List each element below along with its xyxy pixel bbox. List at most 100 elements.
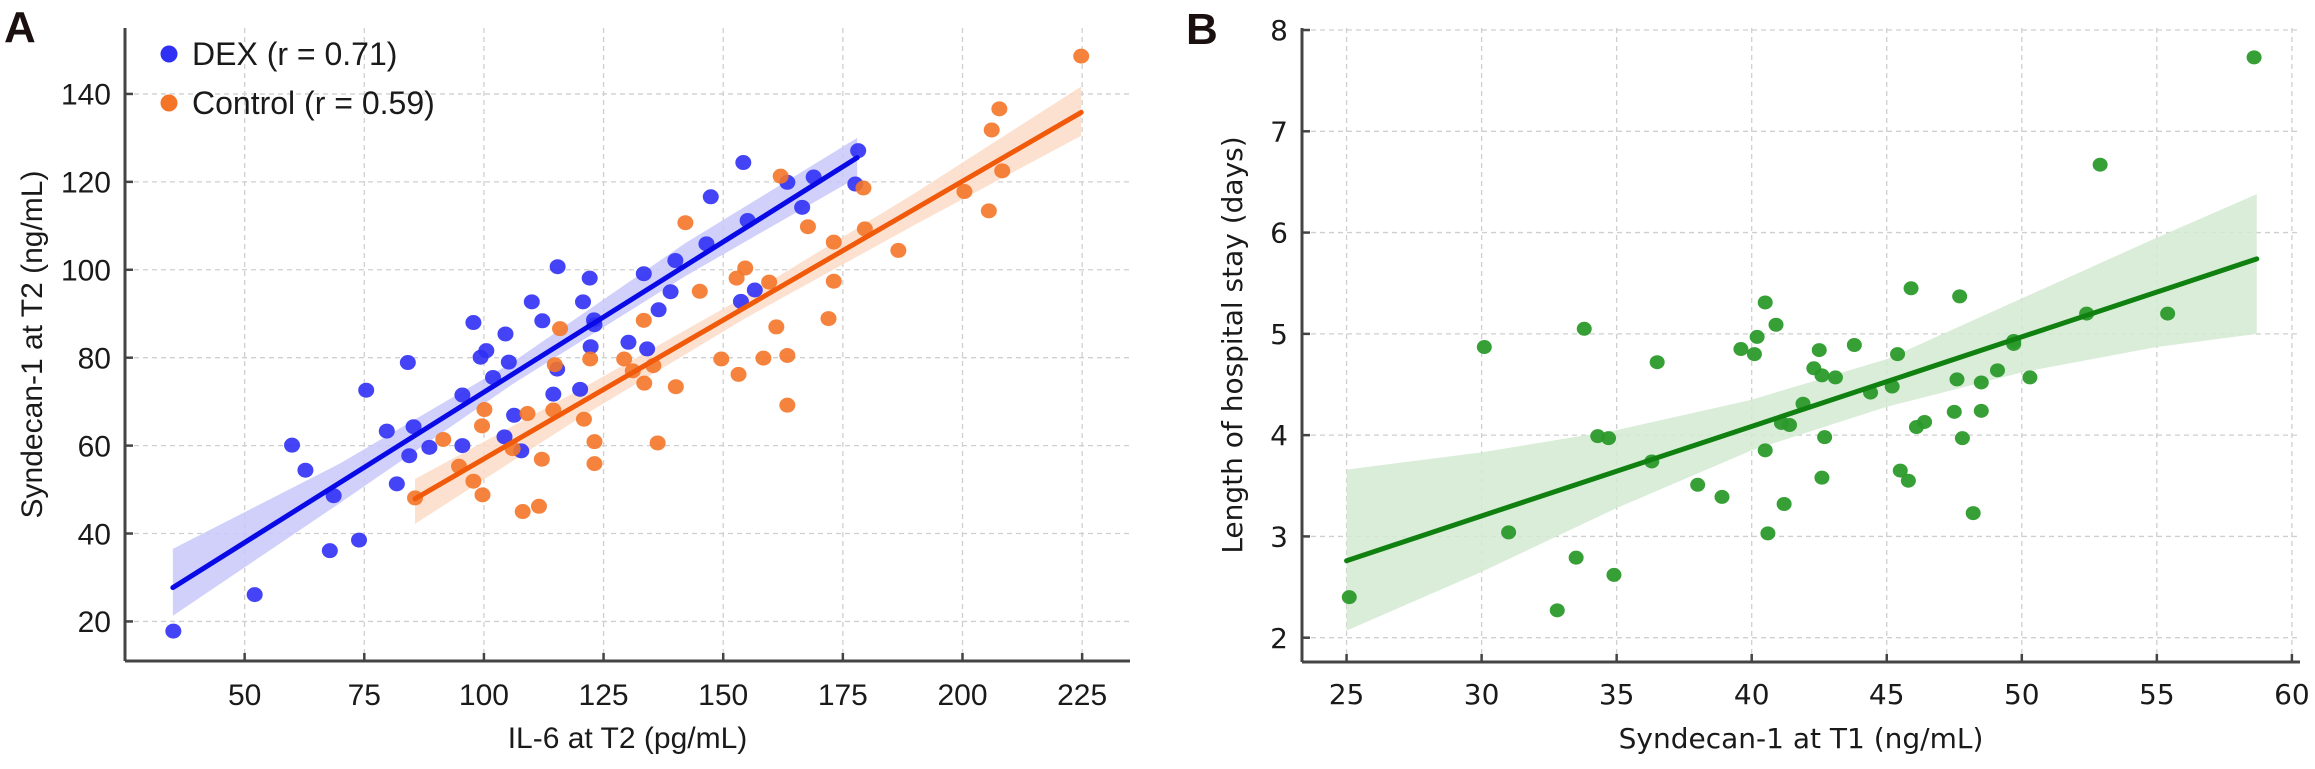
data-point (586, 434, 603, 450)
data-point (1606, 567, 1622, 582)
data-point (1817, 430, 1833, 445)
y-axis-label: Syndecan-1 at T2 (ng/mL) (16, 171, 49, 519)
x-tick-label: 55 (2139, 678, 2175, 711)
data-point (549, 259, 566, 275)
data-point (401, 448, 418, 464)
data-point (572, 381, 589, 397)
data-point (1917, 414, 1933, 429)
x-tick-label: 35 (1599, 678, 1635, 711)
data-point (1949, 372, 1965, 387)
data-point (284, 437, 301, 453)
data-point (1776, 497, 1792, 512)
data-point (297, 462, 314, 478)
data-point (1900, 473, 1916, 488)
data-point (1501, 525, 1517, 540)
data-point (1476, 340, 1492, 355)
x-tick-label: 150 (698, 679, 748, 712)
data-point (994, 163, 1011, 179)
data-point (1549, 603, 1565, 618)
data-point (1973, 403, 1989, 418)
y-tick-label: 6 (1270, 217, 1288, 250)
data-point (165, 623, 182, 639)
series-points (165, 143, 867, 639)
data-point (1946, 404, 1962, 419)
data-point (454, 387, 471, 403)
y-axis-label: Length of hospital stay (days) (1216, 136, 1249, 553)
data-point (2022, 370, 2038, 385)
data-point (855, 180, 872, 196)
data-point (635, 312, 652, 328)
data-point (1827, 370, 1843, 385)
data-point (476, 402, 493, 418)
data-point (1890, 347, 1906, 362)
data-point (358, 382, 375, 398)
series-points (1341, 50, 2262, 618)
data-point (506, 407, 523, 423)
legend-marker (160, 94, 178, 112)
data-point (735, 155, 752, 171)
data-point (850, 143, 867, 159)
data-point (1760, 526, 1776, 541)
data-point (514, 504, 531, 520)
data-point (713, 351, 730, 367)
data-point (768, 319, 785, 335)
y-tick-label: 3 (1270, 520, 1288, 553)
data-point (1814, 470, 1830, 485)
data-point (825, 273, 842, 289)
data-point (246, 587, 263, 603)
data-point (980, 203, 997, 219)
data-point (500, 354, 517, 370)
data-point (1892, 463, 1908, 478)
data-point (388, 476, 405, 492)
data-point (496, 429, 513, 445)
x-tick-label: 125 (579, 679, 629, 712)
series-points (407, 48, 1090, 520)
regression-line (1344, 256, 2260, 564)
data-point (2092, 157, 2108, 172)
data-point (1973, 375, 1989, 390)
y-tick-label: 140 (61, 79, 111, 112)
x-tick-label: 45 (1869, 678, 1905, 711)
data-point (378, 423, 395, 439)
data-point (649, 435, 666, 451)
data-point (1814, 368, 1830, 383)
data-point (1989, 363, 2005, 378)
x-tick-label: 40 (1734, 678, 1770, 711)
data-point (1341, 590, 1357, 605)
panel-label: A (4, 3, 36, 52)
data-point (523, 294, 540, 310)
y-tick-label: 5 (1270, 318, 1288, 351)
x-tick-label: 60 (2274, 678, 2310, 711)
data-point (991, 101, 1008, 117)
data-point (761, 274, 778, 290)
data-point (534, 313, 551, 329)
x-tick-label: 200 (937, 679, 987, 712)
legend-marker (160, 45, 178, 63)
data-point (1811, 343, 1827, 358)
data-point (421, 439, 438, 455)
data-point (474, 487, 491, 503)
data-point (546, 357, 563, 373)
regression-line (412, 109, 1084, 502)
data-point (890, 242, 907, 258)
x-axis-label: Syndecan-1 at T1 (ng/mL) (1619, 722, 1984, 755)
data-point (1903, 281, 1919, 296)
data-point (586, 456, 603, 472)
data-point (545, 386, 562, 402)
y-tick-label: 2 (1270, 622, 1288, 655)
y-tick-label: 7 (1270, 115, 1288, 148)
data-point (582, 339, 599, 355)
data-point (772, 168, 789, 184)
data-point (581, 270, 598, 286)
data-point (1601, 431, 1617, 446)
data-point (1568, 550, 1584, 565)
data-point (799, 219, 816, 235)
legend-label: Control (r = 0.59) (192, 85, 435, 121)
panel-a: A 50 75 100 125 150 175 200 225 20 40 60 80 100 120 140… (4, 3, 1130, 755)
data-point (1073, 48, 1090, 64)
data-point (636, 375, 653, 391)
data-point (2160, 306, 2176, 321)
regression-line (170, 155, 860, 591)
data-point (956, 184, 973, 200)
